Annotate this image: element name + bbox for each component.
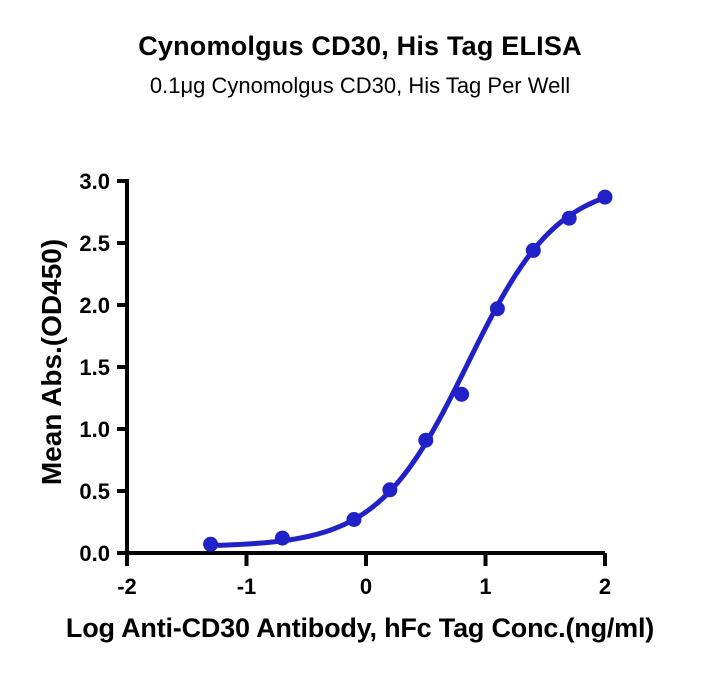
y-tick-label: 0.5 — [79, 479, 110, 504]
y-tick-label: 2.0 — [79, 293, 110, 318]
data-point — [597, 189, 613, 205]
data-point — [203, 536, 219, 552]
chart-title: Cynomolgus CD30, His Tag ELISA — [138, 31, 582, 61]
axis-frame — [125, 179, 605, 555]
chart-subtitle: 0.1μg Cynomolgus CD30, His Tag Per Well — [149, 73, 571, 98]
data-point — [274, 530, 290, 546]
fit-curve — [208, 195, 608, 549]
data-point — [525, 242, 541, 258]
y-tick-label: 3.0 — [79, 169, 110, 194]
data-point — [418, 432, 434, 448]
x-tick-label: 2 — [599, 574, 611, 599]
x-tick-label: 0 — [360, 574, 372, 599]
y-tick-label: 1.5 — [79, 355, 110, 380]
x-tick-label: -2 — [117, 574, 137, 599]
x-axis-label: Log Anti-CD30 Antibody, hFc Tag Conc.(ng… — [65, 613, 655, 643]
y-tick-label: 0.0 — [79, 541, 110, 566]
x-tick-label: 1 — [479, 574, 491, 599]
data-point — [454, 386, 470, 402]
y-tick-label: 2.5 — [79, 231, 110, 256]
x-tick-label: -1 — [237, 574, 257, 599]
y-tick-label: 1.0 — [79, 417, 110, 442]
data-point — [382, 482, 398, 498]
data-point — [561, 210, 577, 226]
data-point — [346, 512, 362, 527]
data-point — [489, 301, 505, 317]
